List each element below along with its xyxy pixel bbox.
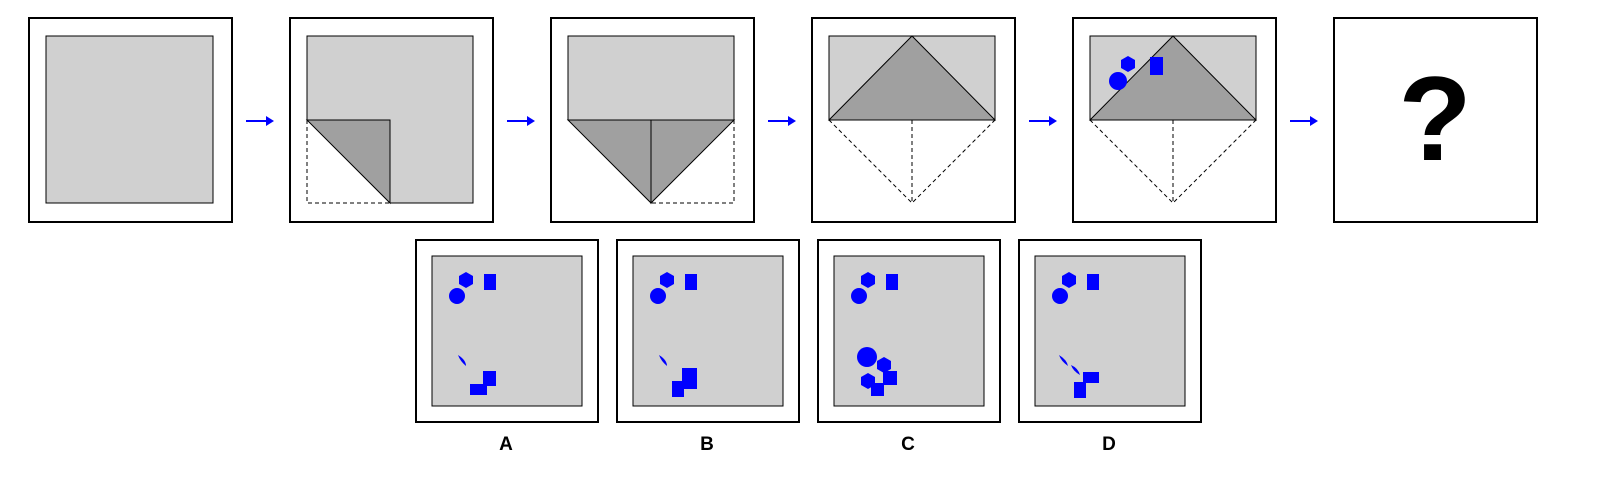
option-c-label: C — [901, 434, 915, 455]
option-b-square-hole-3 — [672, 381, 684, 397]
arrow-4 — [1029, 116, 1057, 126]
step-3-panel — [550, 17, 755, 223]
option-b-paper — [632, 255, 784, 407]
arrow-3 — [768, 116, 796, 126]
option-c-square-hole — [886, 274, 898, 290]
option-c-square-hole-2 — [883, 371, 897, 385]
step-4-panel — [811, 17, 1016, 223]
step-5-panel — [1072, 17, 1277, 223]
option-d-square-hole — [1087, 274, 1099, 290]
option-c-square-hole-3 — [871, 383, 884, 396]
step-3-fold-right — [650, 119, 736, 205]
arrow-2 — [507, 116, 535, 126]
option-c-paper — [833, 255, 985, 407]
option-d-circle-hole — [1052, 288, 1068, 304]
step-3-paper — [567, 35, 735, 121]
step-5-hexagon-hole — [1121, 56, 1135, 72]
option-a-sliver-hole — [458, 355, 466, 366]
step-2-folded-flap — [305, 119, 391, 205]
option-b-hexagon-hole — [660, 272, 674, 288]
option-a[interactable]: A — [415, 239, 599, 455]
step-1-paper — [45, 35, 214, 204]
step-1-panel — [28, 17, 233, 223]
option-c[interactable]: C — [817, 239, 1001, 455]
question-frame — [1333, 17, 1538, 223]
option-d[interactable]: D — [1018, 239, 1202, 455]
option-a-square-hole-2 — [483, 371, 496, 386]
option-d-hexagon-hole — [1062, 272, 1076, 288]
option-a-label: A — [499, 434, 513, 455]
option-a-circle-hole — [449, 288, 465, 304]
option-b-sliver-hole — [659, 355, 667, 366]
option-d-square-hole-3 — [1074, 382, 1086, 398]
option-a-hexagon-hole — [459, 272, 473, 288]
arrow-1 — [246, 116, 274, 126]
option-c-hexagon-hole-2 — [877, 357, 891, 373]
option-b-square-hole — [685, 274, 697, 290]
arrow-5 — [1290, 116, 1318, 126]
option-d-sliver-hole — [1059, 355, 1068, 366]
option-d-label: D — [1102, 434, 1116, 455]
question-mark: ? — [1398, 52, 1471, 186]
option-b-label: B — [700, 434, 714, 455]
option-d-paper — [1034, 255, 1186, 407]
option-c-circle-hole — [851, 288, 867, 304]
option-a-paper — [431, 255, 583, 407]
option-d-sliver-hole-2 — [1071, 365, 1080, 375]
option-a-square-hole-3 — [470, 384, 487, 395]
question-panel: ? — [1333, 17, 1538, 223]
option-d-square-hole-2 — [1083, 372, 1099, 383]
option-b-square-hole-2 — [682, 368, 697, 389]
step-5-circle-hole — [1109, 72, 1127, 90]
option-a-square-hole — [484, 274, 496, 290]
option-c-hexagon-hole — [861, 272, 875, 288]
option-b-circle-hole — [650, 288, 666, 304]
step-5-square-hole — [1150, 57, 1163, 75]
step-2-panel — [289, 17, 494, 223]
option-c-circle-hole-2 — [857, 347, 877, 367]
option-b[interactable]: B — [616, 239, 800, 455]
